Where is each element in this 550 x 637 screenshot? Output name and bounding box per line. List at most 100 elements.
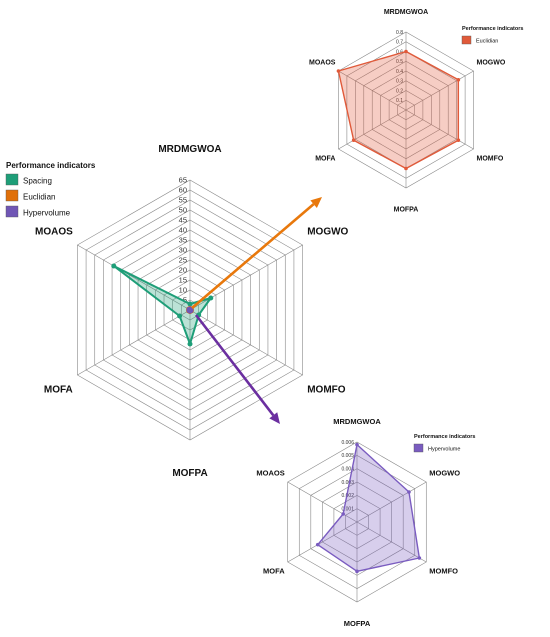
axis-label-momfo: MOMFO: [307, 385, 346, 396]
axis-label-mofa: MOFA: [263, 567, 285, 576]
axis-label-mofpa: MOFPA: [394, 207, 419, 214]
tick-label: 0.001: [341, 506, 354, 512]
axis-label-mrdmgwoa: MRDMGWOA: [384, 9, 428, 16]
grid-spoke: [338, 70, 407, 111]
axis-label-mogwo: MOGWO: [307, 227, 348, 238]
grid-spoke: [77, 244, 191, 311]
series-euclidian-area: [337, 50, 460, 170]
tick-label: 0.3: [396, 79, 403, 85]
tick-label: 55: [179, 196, 187, 205]
data-point-hypervolume-moaos: [186, 306, 192, 312]
grid-spoke: [287, 481, 358, 523]
axis-label-mogwo: MOGWO: [477, 59, 506, 66]
axis-label-mrdmgwoa: MRDMGWOA: [158, 144, 221, 155]
data-point-euclidian-momfo: [456, 138, 461, 143]
data-point-spacing-moaos: [111, 263, 117, 269]
data-point-hypervolume-mofa: [315, 542, 320, 547]
orange-arrow: [191, 197, 322, 309]
orange-arrow-head: [310, 197, 322, 208]
axis-label-momfo: MOMFO: [429, 567, 458, 576]
data-point-euclidian-mofpa: [404, 166, 408, 171]
grid-spoke: [189, 309, 303, 376]
legend-label-hypervolume: Hypervolume: [23, 209, 71, 218]
tick-label: 25: [179, 256, 187, 265]
purple-arrow-head: [269, 412, 280, 424]
tick-label: 0.002: [341, 493, 354, 499]
legend-label-spacing: Spacing: [23, 177, 52, 186]
axis-label-mofpa: MOFPA: [172, 468, 207, 479]
tick-label: 0.7: [396, 40, 403, 46]
data-point-spacing-mrdmgwoa: [187, 301, 193, 307]
data-point-euclidian-mofa: [351, 138, 356, 143]
axis-label-mofa: MOFA: [315, 155, 335, 162]
axis-label-momfo: MOMFO: [477, 155, 504, 162]
tick-label: 20: [179, 266, 187, 275]
tick-label: 0.005: [341, 453, 354, 459]
tick-label: 45: [179, 216, 187, 225]
orange-arrow-shaft: [191, 203, 315, 309]
tick-label: 35: [179, 236, 187, 245]
legend: Performance indicators Euclidian: [461, 26, 523, 45]
axis-label-moaos: MOAOS: [309, 59, 336, 66]
grid-spoke: [287, 521, 358, 563]
data-point-hypervolume-mogwo: [407, 490, 411, 494]
tick-label: 0.006: [341, 440, 354, 446]
tick-label: 15: [179, 276, 187, 285]
tick-label: 0.2: [396, 88, 403, 94]
data-point-euclidian-mogwo: [456, 77, 461, 82]
tick-label: 65: [179, 176, 187, 185]
purple-arrow: [194, 314, 280, 424]
data-point-euclidian-mrdmgwoa: [404, 49, 408, 54]
tick-label: 0.8: [396, 30, 403, 36]
legend-label-hypervolume: Hypervolume: [428, 447, 460, 453]
data-point-spacing-mofa: [177, 313, 183, 319]
legend-swatch-hypervolume: [5, 205, 19, 218]
radar-chart-3: 0.001 0.002 0.003 0.004 0.005 0.006 MRDMGWOA MO…: [256, 417, 475, 628]
tick-label: 0.004: [341, 466, 354, 472]
tick-label: 50: [179, 206, 187, 215]
legend-label-euclidian: Euclidian: [23, 193, 55, 202]
legend-label-euclidian: Euclidian: [476, 39, 498, 45]
tick-label: 10: [179, 286, 187, 295]
tick-label: 40: [179, 226, 187, 235]
legend-title: Performance indicators: [462, 26, 523, 32]
grid-spoke: [405, 70, 474, 111]
legend-swatch-euclidian: [461, 35, 472, 45]
legend: Performance indicators Hypervolume: [413, 434, 475, 453]
tick-label: 0.4: [396, 69, 403, 75]
axis-label-moaos: MOAOS: [256, 469, 284, 478]
legend-title: Performance indicators: [6, 161, 96, 170]
legend-title: Performance indicators: [414, 434, 475, 440]
tick-label: 0.1: [396, 98, 403, 104]
grid-spoke: [405, 109, 474, 150]
data-point-hypervolume-momfo: [417, 556, 422, 560]
tick-label: 5: [183, 296, 187, 305]
axis-label-mrdmgwoa: MRDMGWOA: [333, 417, 381, 426]
grid-spoke: [356, 521, 427, 563]
tick-label: 60: [179, 186, 187, 195]
data-point-spacing-mogwo: [208, 295, 214, 301]
legend-swatch-euclidian: [5, 189, 19, 202]
grid-spoke: [356, 481, 427, 523]
legend: Performance indicators Spacing Euclidian Hy…: [5, 161, 96, 218]
tick-label: 0.003: [341, 480, 354, 486]
data-point-hypervolume-mrdmgwoa: [355, 442, 359, 447]
axis-label-mogwo: MOGWO: [429, 469, 460, 478]
purple-arrow-shaft: [194, 314, 275, 417]
axis-label-mofa: MOFA: [44, 385, 73, 396]
grid-spoke: [77, 309, 191, 376]
data-point-hypervolume-moaos: [341, 512, 345, 516]
radar-chart-2: 0.1 0.2 0.3 0.4 0.5 0.6 0.7 0.8 MRDMGWOA MOGWO MOM…: [309, 9, 523, 214]
data-point-euclidian-moaos: [336, 69, 341, 73]
axis-label-mofpa: MOFPA: [344, 619, 371, 628]
tick-label: 0.6: [396, 49, 403, 55]
data-point-spacing-mofpa: [187, 341, 193, 347]
axis-label-moaos: MOAOS: [35, 227, 73, 238]
grid-spoke: [338, 109, 407, 150]
tick-label: 0.5: [396, 59, 403, 65]
legend-swatch-spacing: [5, 173, 19, 186]
data-point-hypervolume-mofpa: [355, 569, 359, 574]
legend-swatch-hypervolume: [413, 443, 424, 453]
